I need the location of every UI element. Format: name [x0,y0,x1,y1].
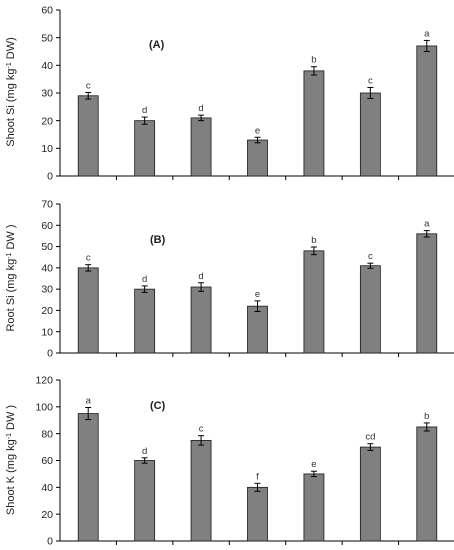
panel-a-error-bar [254,136,261,144]
panel-b-error-bar [367,262,374,269]
panel-b-y-tick-label: 40 [41,262,53,274]
panel-a-bar [416,45,438,177]
panel-b-error-bar [198,282,205,292]
panel-c-error-bar [198,435,205,446]
panel-c-bar [77,413,99,542]
panel-c-error-bar [423,422,430,432]
panel-a-error-bar [423,39,430,52]
panel-a-error-bar [198,114,205,122]
panel-b-bar [134,288,156,354]
panel-c-y-tick-label: 100 [35,401,53,413]
panel-b-significance-label: b [311,235,316,246]
panel-a-y-tick-label: 10 [41,143,53,155]
panel-c-significance-label: a [86,396,92,407]
panel-a-significance-label: c [86,80,91,91]
panel-c-bar [416,426,438,542]
panel-b-significance-label: d [142,274,147,285]
panel-b-bar [416,233,438,354]
panel-a-y-tick-label: 50 [41,32,53,44]
panel-c-bar [134,460,156,542]
panel-c-plot: 0 20 40 60 80 100 120 a d c f e cd b [35,375,454,548]
panel-a-y-tick-label: 20 [41,115,53,127]
panel-c-error-bar [85,407,92,421]
panel-a-significance-label: b [311,55,316,66]
panel-c-y-tick-label: 0 [47,536,53,548]
panel-b-y-tick-label: 30 [41,284,53,296]
panel-b-bar [303,250,325,354]
panel-a-significance-label: d [198,103,203,114]
panel-c-label: (C) [150,400,166,412]
panel-a-bar [134,120,156,177]
panel-a-error-bar [141,116,148,125]
panel-a-bar [190,117,212,177]
panel-a-y-tick-label: 0 [47,171,53,183]
panel-b-error-bar [85,264,92,272]
panel-c-y-tick-label: 60 [41,455,53,467]
panel-c-error-bar [367,443,374,451]
panel-b-y-tick-label: 70 [41,199,53,211]
panel-a-ylabel: Shoot Si (mg kg-1 DW) [5,37,17,147]
panel-c-bar [190,439,212,542]
panel-a-significance-label: c [368,75,373,86]
panel-a-bar [303,70,325,177]
panel-c-y-tick-label: 80 [41,428,53,440]
panel-c-y-tick-label: 20 [41,509,53,521]
panel-b-y-tick-label: 60 [41,220,53,232]
panel-b-significance-label: c [368,251,373,262]
panel-a-significance-label: a [424,28,430,39]
panel-a-y-tick-label: 40 [41,60,53,72]
panel-a-bar [359,92,381,177]
panel-b-y-tick-label: 50 [41,241,53,253]
panel-a-significance-label: d [142,105,147,116]
panel-c-y-tick-label: 40 [41,482,53,494]
panel-c-error-bar [254,482,261,492]
panel-b-error-bar [423,230,430,238]
panel-c-bar [359,446,381,542]
panel-b-significance-label: d [198,271,203,282]
panel-c-ylabel: Shoot K (mg kg-1 DW ) [5,405,17,515]
panel-a-bar [77,95,99,177]
panel-c-bar [303,473,325,542]
panel-b-bar [359,265,381,354]
panel-a-plot: 0 10 20 30 40 50 60 c d d e b c a [41,5,454,183]
panel-c-significance-label: b [424,411,429,422]
panel-a-label: (A) [149,39,165,51]
panel-a-error-bar [367,86,374,100]
panel-b-ylabel: Root Si (mg kg-1 DW ) [5,224,17,331]
panel-a-error-bar [310,66,317,76]
panel-a-y-tick-label: 60 [41,5,53,17]
panel-b-y-tick-label: 0 [47,348,53,360]
panel-a: Shoot Si (mg kg-1 DW) (A) 0 10 20 30 40 50 60 c… [5,5,454,183]
panel-c-significance-label: cd [365,432,375,443]
panel-a-significance-label: e [255,125,260,136]
panel-b-y-tick-label: 20 [41,305,53,317]
panel-c-significance-label: c [199,424,204,435]
panel-b-significance-label: a [424,219,430,230]
panel-c: Shoot K (mg kg-1 DW ) (C) 0 20 40 60 80 100 12… [5,375,454,548]
panel-b-error-bar [310,246,317,256]
panel-a-y-tick-label: 30 [41,88,53,100]
panel-a-bar [247,139,268,177]
panel-c-bar [247,486,268,542]
panel-c-significance-label: f [256,471,259,482]
panel-c-significance-label: d [142,446,147,457]
panel-b-error-bar [141,285,148,293]
panel-b-significance-label: c [86,253,91,264]
panel-b-bar [190,286,212,354]
panel-b-error-bar [254,300,261,312]
panel-c-error-bar [141,457,148,464]
panel-c-error-bar [310,470,317,478]
panel-b: Root Si (mg kg-1 DW ) (B) 0 10 20 30 40 50 60 7… [5,199,454,360]
panel-a-error-bar [85,91,92,100]
panel-b-y-tick-label: 10 [41,326,53,338]
panel-b-bar [77,267,99,354]
panel-b-label: (B) [150,234,166,246]
panel-c-y-tick-label: 120 [35,375,53,387]
panel-b-bar [247,305,268,354]
panel-b-plot: 0 10 20 30 40 50 60 70 c d d e b c a [41,199,454,360]
panel-b-significance-label: e [255,289,260,300]
panel-c-significance-label: e [311,459,316,470]
